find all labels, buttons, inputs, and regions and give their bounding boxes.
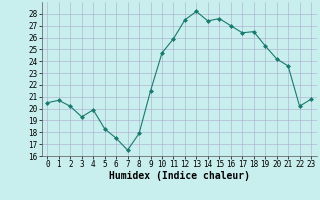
X-axis label: Humidex (Indice chaleur): Humidex (Indice chaleur) [109, 171, 250, 181]
